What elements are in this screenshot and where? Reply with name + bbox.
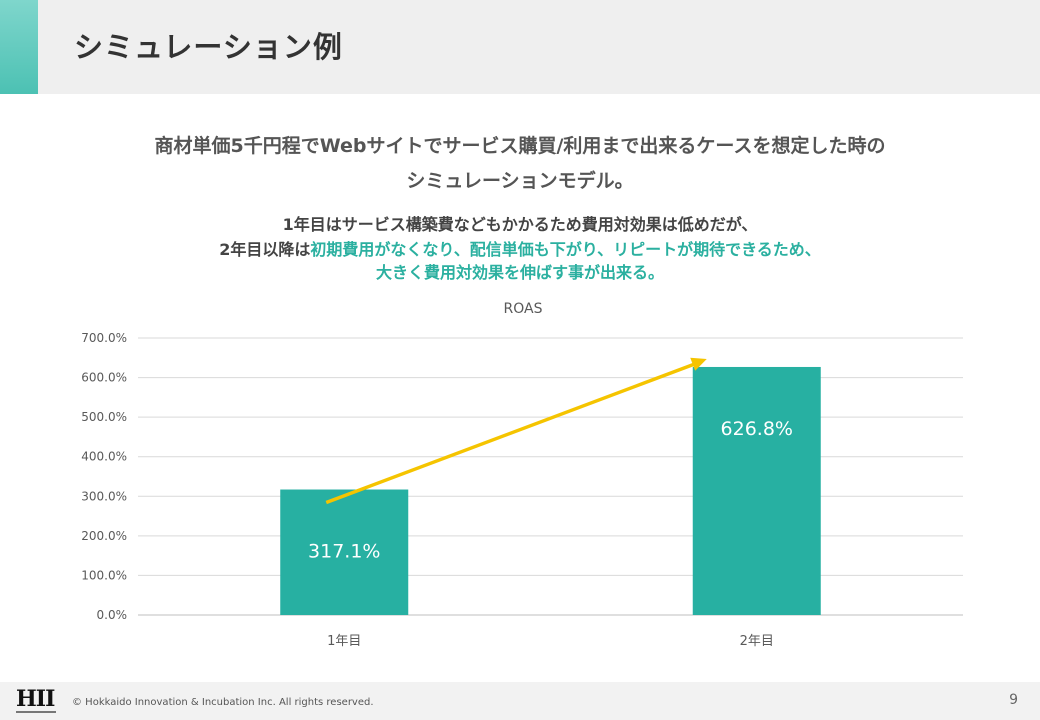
lead-text-line-1: 商材単価5千円程でWebサイトでサービス購買/利用まで出来るケースを想定した時の bbox=[154, 135, 886, 157]
note-line-2-highlight: 初期費用がなくなり、配信単価も下がり、リピートが期待できるため、 bbox=[310, 240, 821, 259]
y-tick-label: 0.0% bbox=[97, 608, 128, 622]
data-label: 626.8% bbox=[721, 418, 793, 440]
note-line-1: 1年目はサービス構築費などもかかるため費用対効果は低めだが、 bbox=[282, 215, 758, 234]
y-tick-label: 400.0% bbox=[81, 450, 127, 464]
note-line-2: 2年目以降は初期費用がなくなり、配信単価も下がり、リピートが期待できるため、 bbox=[0, 236, 1040, 260]
note-line-2-prefix: 2年目以降は bbox=[219, 240, 311, 259]
y-tick-label: 700.0% bbox=[81, 331, 127, 345]
chart-title: ROAS bbox=[504, 301, 543, 317]
y-tick-label: 100.0% bbox=[81, 568, 127, 582]
company-logo: HII bbox=[16, 686, 55, 712]
lead-text-line-2: シミュレーションモデル。 bbox=[406, 170, 634, 192]
x-tick-label: 2年目 bbox=[740, 634, 774, 649]
bar bbox=[692, 366, 821, 615]
y-tick-label: 200.0% bbox=[81, 529, 127, 543]
page-number: 9 bbox=[1009, 692, 1018, 708]
slide-header: シミュレーション例 bbox=[0, 0, 1040, 94]
y-tick-label: 600.0% bbox=[81, 371, 127, 385]
copyright-text: © Hokkaido Innovation & Incubation Inc. … bbox=[72, 697, 374, 708]
header-accent-bar bbox=[0, 0, 38, 94]
x-tick-label: 1年目 bbox=[327, 634, 361, 649]
y-tick-label: 500.0% bbox=[81, 410, 127, 424]
note-line-3-highlight: 大きく費用対効果を伸ばす事が出来る。 bbox=[375, 263, 664, 282]
roas-bar-chart: ROAS 0.0% 100.0% 200.0% 300.0% 400.0% 500.0% 6… bbox=[81, 301, 963, 649]
logo-underline bbox=[16, 711, 56, 713]
data-label: 317.1% bbox=[308, 541, 380, 563]
trend-arrow-head bbox=[690, 357, 707, 371]
page-title: シミュレーション例 bbox=[74, 30, 343, 64]
trend-arrow-line bbox=[325, 360, 700, 505]
slide-footer: HII © Hokkaido Innovation & Incubation I… bbox=[0, 682, 1040, 720]
y-tick-label: 300.0% bbox=[81, 489, 127, 503]
bar bbox=[280, 489, 409, 615]
